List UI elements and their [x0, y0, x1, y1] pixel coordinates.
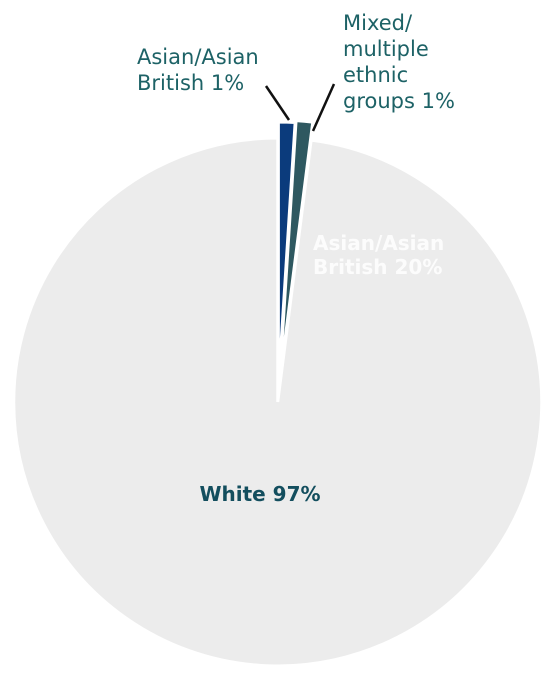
- labels-layer: White 97% Asian/Asian British 1% Mixed/mult…: [137, 11, 455, 506]
- slices-layer: [12, 119, 543, 668]
- slice-label-asian: Asian/Asian British 1%: [137, 45, 259, 95]
- leader-line-mixed: [311, 83, 336, 132]
- pie-slice-mixed: [277, 119, 315, 385]
- leader-line-asian: [264, 85, 291, 121]
- leader-lines: [264, 83, 336, 132]
- slice-label-white: White 97%: [199, 482, 320, 506]
- slice-label-mixed: Mixed/multiple ethnic groups 1%: [343, 11, 455, 113]
- ghost-label: Asian/Asian British 20%: [313, 231, 444, 279]
- pie-slice-white: [12, 136, 543, 668]
